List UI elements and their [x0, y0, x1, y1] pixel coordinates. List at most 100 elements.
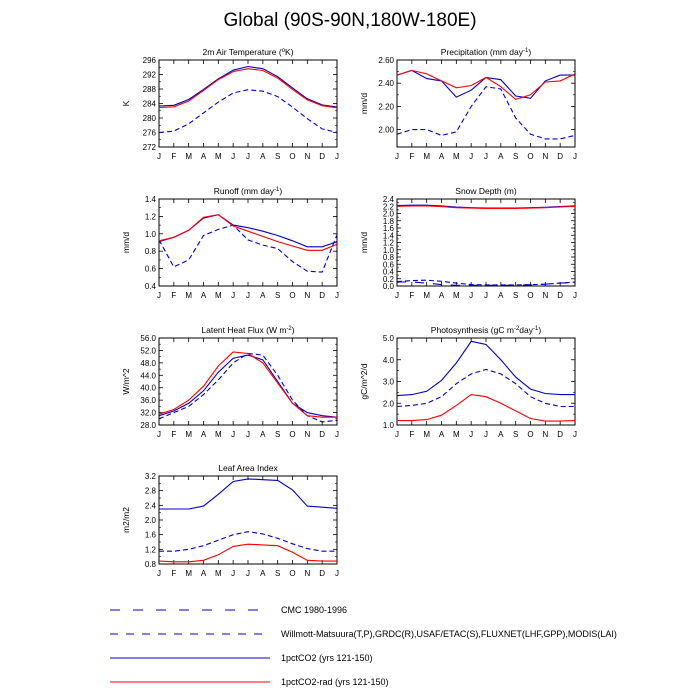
x-tick-label: J — [246, 152, 250, 161]
legend-label: 1pctCO2-rad (yrs 121-150) — [281, 677, 389, 687]
series-line-obs — [396, 368, 575, 408]
panel-title-superscript: -2 — [514, 326, 520, 332]
x-tick-label: M — [423, 430, 430, 439]
panel-title-superscript: -2 — [286, 326, 292, 332]
legend-item: 1pctCO2-rad (yrs 121-150) — [110, 677, 389, 687]
x-tick-label: J — [573, 291, 577, 300]
y-tick-label: 52.0 — [140, 346, 156, 355]
x-tick-label: M — [215, 569, 222, 578]
plot-frame — [158, 59, 338, 148]
panel-title-text: Snow Depth (m) — [455, 186, 517, 196]
x-tick-label: O — [527, 430, 533, 439]
x-tick-label: F — [409, 291, 414, 300]
x-tick-label: D — [557, 152, 563, 161]
panel-title: Leaf Area Index — [218, 463, 278, 473]
x-tick-label: A — [260, 569, 266, 578]
y-tick-label: 2.4 — [383, 195, 395, 204]
x-tick-label: M — [215, 430, 222, 439]
x-tick-label: J — [157, 569, 161, 578]
y-tick-label: 2.4 — [145, 501, 157, 510]
panel-title-superscript: o — [282, 48, 286, 54]
y-tick-label: 0.8 — [145, 247, 157, 256]
y-tick-label: 2.00 — [378, 126, 394, 135]
x-tick-label: D — [319, 430, 325, 439]
x-tick-label: M — [185, 569, 192, 578]
x-tick-label: S — [275, 430, 280, 439]
x-tick-label: M — [423, 291, 430, 300]
y-tick-label: 1.4 — [383, 231, 395, 240]
x-tick-label: A — [439, 152, 445, 161]
panel-title: Runoff (mm day-1) — [214, 186, 283, 196]
panel-title-text: Precipitation (mm day — [441, 47, 524, 57]
x-tick-label: D — [319, 291, 325, 300]
chart-panel-6: Photosynthesis (gC m-2day-1) 1.0 2.0 3.0 4.0… — [359, 325, 577, 439]
x-tick-label: M — [453, 152, 460, 161]
x-tick-label: S — [513, 152, 518, 161]
y-tick-label: 4.0 — [383, 356, 395, 365]
x-tick-label: F — [409, 430, 414, 439]
plot-frame — [158, 337, 338, 426]
x-tick-label: J — [246, 430, 250, 439]
series-line-rad — [158, 68, 338, 109]
x-tick-label: J — [469, 430, 473, 439]
panel-title-text: Latent Heat Flux (W m — [201, 325, 286, 335]
x-tick-label: J — [157, 430, 161, 439]
panel-title: Latent Heat Flux (W m-2) — [201, 325, 294, 335]
y-tick-label: 1.2 — [145, 545, 157, 554]
series-line-co2 — [159, 478, 338, 510]
y-axis-label: mm/d — [121, 232, 131, 254]
y-tick-label: 272 — [143, 143, 157, 152]
x-tick-label: J — [484, 152, 488, 161]
panel-title-text: Leaf Area Index — [218, 463, 278, 473]
y-tick-label: 296 — [143, 56, 157, 65]
x-tick-label: S — [513, 430, 518, 439]
y-tick-label: 1.0 — [383, 421, 395, 430]
legend-label: CMC 1980-1996 — [281, 605, 347, 615]
panel-title-text: ) — [292, 325, 295, 335]
y-tick-label: 0.8 — [145, 560, 157, 569]
x-tick-label: J — [231, 152, 235, 161]
series-line-rad — [396, 69, 576, 101]
x-tick-label: A — [498, 291, 504, 300]
x-tick-label: F — [409, 152, 414, 161]
y-tick-label: 2.60 — [378, 56, 394, 65]
y-tick-label: 0.6 — [383, 260, 395, 269]
x-tick-label: A — [439, 291, 445, 300]
y-tick-label: 1.6 — [383, 224, 395, 233]
x-tick-label: J — [335, 430, 339, 439]
x-tick-label: M — [185, 152, 192, 161]
figure-title: Global (90S-90N,180W-180E) — [223, 10, 477, 31]
x-tick-label: M — [453, 430, 460, 439]
x-tick-label: O — [527, 291, 533, 300]
y-tick-label: 2.40 — [378, 79, 394, 88]
plot-frame — [396, 337, 576, 426]
panel-title-superscript: -1 — [533, 326, 539, 332]
series-line-rad — [158, 351, 337, 418]
chart-panel-4: Snow Depth (m)0.00.20.40.60.81.01.21.41.… — [359, 186, 577, 300]
y-tick-label: 1.0 — [145, 230, 157, 239]
y-tick-label: 1.2 — [145, 212, 157, 221]
x-tick-label: F — [171, 291, 176, 300]
y-tick-label: 56.0 — [140, 334, 156, 343]
x-tick-label: M — [423, 152, 430, 161]
panel-title-text: Photosynthesis (gC m — [431, 325, 514, 335]
series-line-rad — [397, 394, 576, 422]
x-tick-label: J — [157, 152, 161, 161]
x-tick-label: N — [542, 430, 548, 439]
x-tick-label: N — [304, 430, 310, 439]
x-tick-label: D — [319, 569, 325, 578]
y-axis-label: m2/m2 — [121, 507, 131, 533]
x-tick-label: A — [260, 291, 266, 300]
legend-item: CMC 1980-1996 — [110, 605, 347, 615]
x-tick-label: N — [542, 152, 548, 161]
x-tick-label: O — [289, 291, 295, 300]
x-tick-label: M — [185, 291, 192, 300]
y-tick-label: 1.2 — [383, 239, 395, 248]
series-line-obs — [396, 279, 576, 286]
x-tick-label: S — [275, 152, 280, 161]
x-tick-label: A — [201, 569, 207, 578]
series-line-co2 — [158, 65, 338, 108]
y-tick-label: 1.8 — [383, 217, 395, 226]
panel-title-text: 2m Air Temperature ( — [202, 47, 281, 57]
